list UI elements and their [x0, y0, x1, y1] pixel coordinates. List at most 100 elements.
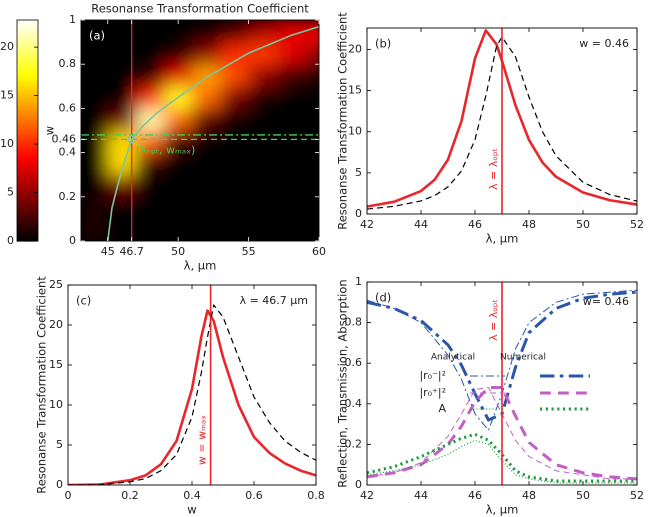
heat-cell: [135, 42, 165, 65]
x-tick-label: 44: [414, 489, 428, 502]
colorbar-swatch: [17, 192, 38, 196]
x-tick-label: 0.4: [183, 489, 201, 502]
colorbar-swatch: [17, 28, 38, 31]
x-tick-label: 42: [360, 489, 374, 502]
legend-header: Analytical: [431, 353, 475, 363]
colorbar-swatch: [17, 100, 38, 103]
colorbar-swatch: [17, 106, 38, 109]
line-series: [367, 386, 637, 481]
line-series: [367, 432, 637, 483]
colorbar-swatch: [17, 76, 38, 79]
heat-cell: [81, 174, 109, 198]
heat-cell: [276, 64, 306, 87]
x-tick-label: 0.6: [245, 489, 263, 502]
heat-cell: [164, 108, 193, 131]
colorbar-swatch: [17, 46, 38, 49]
heat-cell: [192, 42, 221, 65]
colorbar-swatch: [17, 84, 38, 87]
colorbar-swatch: [17, 118, 38, 122]
heat-cell: [220, 108, 250, 131]
colorbar-swatch: [17, 102, 38, 105]
colorbar-swatch: [17, 24, 38, 27]
colorbar-swatch: [17, 22, 38, 25]
line-series: [367, 290, 637, 422]
heat-cell: [81, 86, 109, 109]
colorbar-swatch: [17, 98, 38, 101]
chart-title: Resonanse Transformation Coefficient: [91, 2, 309, 16]
colorbar-swatch: [17, 54, 38, 57]
colorbar-tick-label: 5: [7, 186, 14, 199]
colorbar-swatch: [17, 60, 38, 63]
heat-cell: [220, 130, 250, 154]
heat-cell: [248, 174, 278, 198]
colorbar-swatch: [17, 20, 38, 23]
colorbar-swatch: [17, 200, 38, 204]
colorbar-swatch: [17, 108, 38, 112]
plot-area: [367, 282, 637, 485]
colorbar-swatch: [17, 34, 38, 37]
colorbar-swatch: [17, 140, 38, 144]
legend-label: A: [438, 402, 446, 415]
x-tick-label: 45: [101, 245, 115, 258]
colorbar-swatch: [17, 116, 38, 120]
heat-cell: [107, 196, 137, 220]
y-tick-label: 5: [56, 438, 63, 451]
line-series: [367, 387, 637, 480]
colorbar-swatch: [17, 186, 38, 190]
colorbar-swatch: [17, 162, 38, 166]
colorbar-swatch: [17, 230, 38, 234]
note: w= 0.46: [583, 295, 629, 308]
plot-area: [81, 20, 319, 241]
y-tick-label: 0.8: [345, 316, 363, 329]
y-tick-label: 0.2: [345, 437, 363, 450]
plot-frame: [366, 27, 638, 215]
colorbar-tick-label: 0: [7, 234, 14, 247]
legend-label: |r₀⁺|²: [419, 386, 446, 399]
colorbar-swatch: [17, 216, 38, 220]
colorbar-swatch: [17, 212, 38, 216]
heat-cell: [276, 108, 306, 131]
y-axis-label: Resonanse Transformation Coefficient: [35, 276, 49, 494]
colorbar-swatch: [17, 158, 38, 162]
colorbar-swatch: [17, 30, 38, 33]
x-axis-label: w: [187, 503, 196, 517]
y-tick-label: 5: [355, 166, 362, 179]
colorbar-swatch: [17, 146, 38, 150]
heat-cell: [304, 152, 319, 176]
colorbar-swatch: [17, 86, 38, 89]
colorbar-swatch: [17, 112, 38, 116]
colorbar-swatch: [17, 234, 38, 238]
x-tick-label: 55: [242, 245, 256, 258]
colorbar-swatch: [17, 32, 38, 35]
colorbar-swatch: [17, 80, 38, 83]
colorbar-swatch: [17, 220, 38, 224]
y-axis-label: Reflection, Transmission, Absorption: [336, 279, 350, 487]
heat-cell: [81, 108, 109, 131]
colorbar-swatch: [17, 202, 38, 206]
panel-label: (b): [375, 37, 391, 51]
colorbar-swatch: [17, 226, 38, 230]
colorbar-swatch: [17, 166, 38, 170]
heat-cell: [81, 152, 109, 176]
heat-cell: [107, 20, 137, 43]
x-tick-label: 52: [630, 489, 644, 502]
colorbar-swatch: [17, 218, 38, 222]
panel-label: (a): [89, 29, 105, 43]
colorbar-swatch: [17, 176, 38, 180]
colorbar-swatch: [17, 134, 38, 138]
heat-cell: [135, 218, 165, 241]
heat-cell: [164, 64, 193, 87]
heat-cell: [135, 20, 165, 43]
heat-cell: [220, 196, 250, 220]
x-tick-label: 48: [522, 218, 536, 231]
heat-cell: [276, 174, 306, 198]
vline-label: λ = λₒₚₜ: [487, 299, 500, 341]
heat-cell: [135, 64, 165, 87]
vline-label: w = wₘₐₓ: [196, 415, 209, 465]
x-tick-label: 0.2: [121, 489, 139, 502]
colorbar-swatch: [17, 42, 38, 45]
y-tick-label: 10: [49, 398, 63, 411]
heat-cell: [164, 20, 193, 43]
colorbar-swatch: [17, 178, 38, 182]
colorbar-swatch: [17, 90, 38, 93]
